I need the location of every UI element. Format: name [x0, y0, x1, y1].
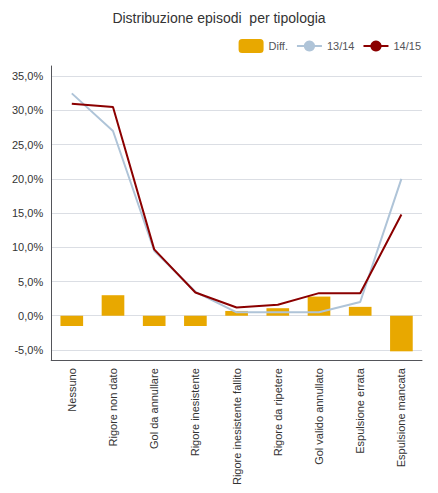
svg-text:35,0%: 35,0% — [12, 70, 43, 82]
svg-text:Rigore inesistente fallito: Rigore inesistente fallito — [231, 368, 243, 485]
svg-text:Distribuzione episodi per tip: Distribuzione episodi per tipologia — [112, 10, 325, 26]
svg-text:Rigore non dato: Rigore non dato — [107, 368, 119, 446]
svg-text:Diff.: Diff. — [269, 40, 288, 52]
svg-text:Rigore inesistente: Rigore inesistente — [189, 368, 201, 456]
svg-text:25,0%: 25,0% — [12, 139, 43, 151]
svg-text:Rigore da ripetere: Rigore da ripetere — [272, 368, 284, 456]
svg-text:Nessuno: Nessuno — [66, 368, 78, 411]
svg-text:14/15: 14/15 — [393, 40, 421, 52]
svg-text:-5,0%: -5,0% — [14, 344, 43, 356]
svg-text:15,0%: 15,0% — [12, 207, 43, 219]
svg-text:Gol da annullare: Gol da annullare — [148, 368, 160, 449]
svg-text:Gol valido annullato: Gol valido annullato — [313, 368, 325, 465]
svg-text:Espulsione mancata: Espulsione mancata — [395, 367, 407, 467]
svg-text:20,0%: 20,0% — [12, 173, 43, 185]
svg-text:30,0%: 30,0% — [12, 104, 43, 116]
svg-text:10,0%: 10,0% — [12, 241, 43, 253]
svg-text:13/14: 13/14 — [327, 40, 355, 52]
svg-text:0,0%: 0,0% — [18, 310, 43, 322]
svg-text:Espulsione errata: Espulsione errata — [354, 367, 366, 453]
svg-text:5,0%: 5,0% — [18, 276, 43, 288]
